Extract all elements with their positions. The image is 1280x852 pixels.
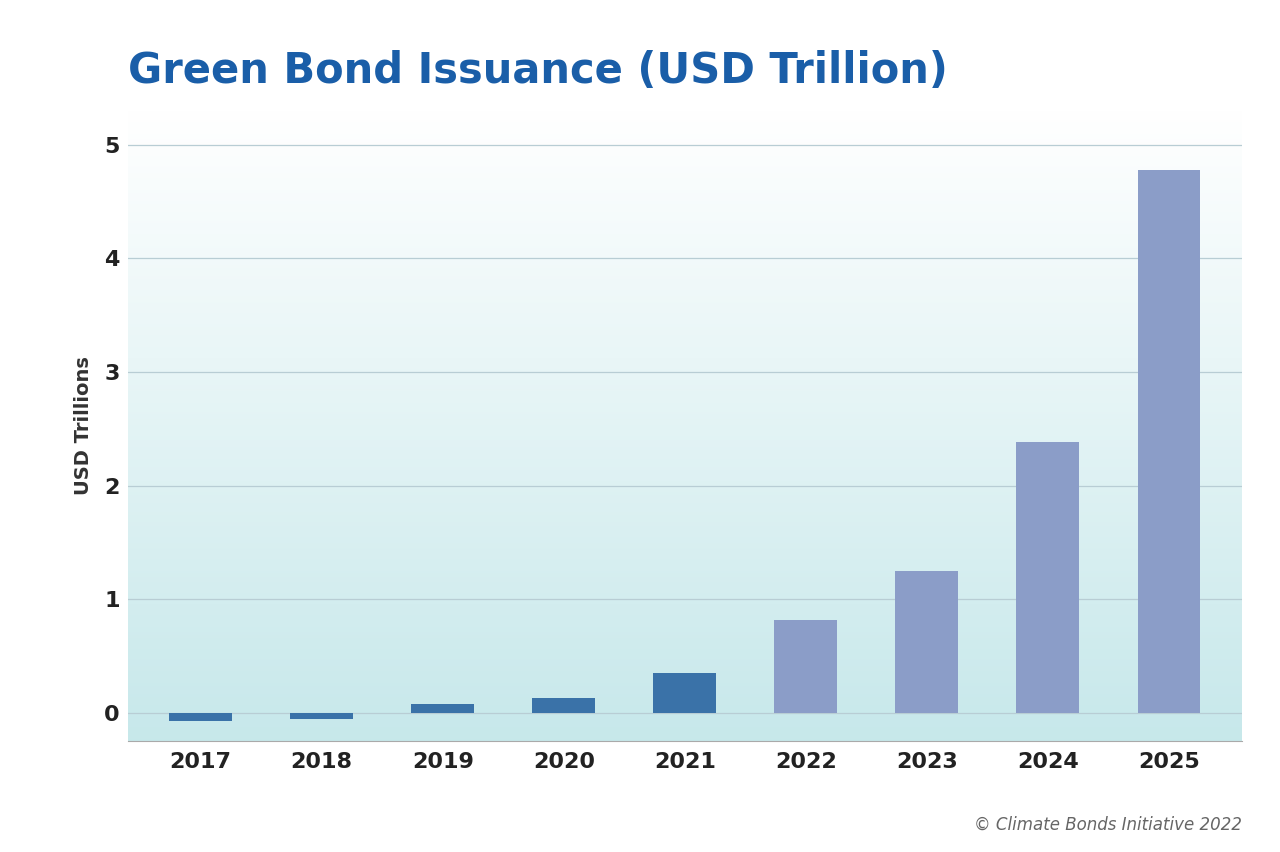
Text: © Climate Bonds Initiative 2022: © Climate Bonds Initiative 2022 [974,815,1242,833]
Bar [411,704,474,713]
Bar [169,713,232,721]
Y-axis label: USD Trillions: USD Trillions [74,357,93,495]
Text: Green Bond Issuance (USD Trillion): Green Bond Issuance (USD Trillion) [128,50,948,92]
Bar [532,698,595,713]
Bar [774,619,837,713]
Bar [1016,442,1079,713]
Bar [896,571,959,713]
Bar [653,673,717,713]
Bar [1138,170,1201,713]
Bar [291,713,353,718]
